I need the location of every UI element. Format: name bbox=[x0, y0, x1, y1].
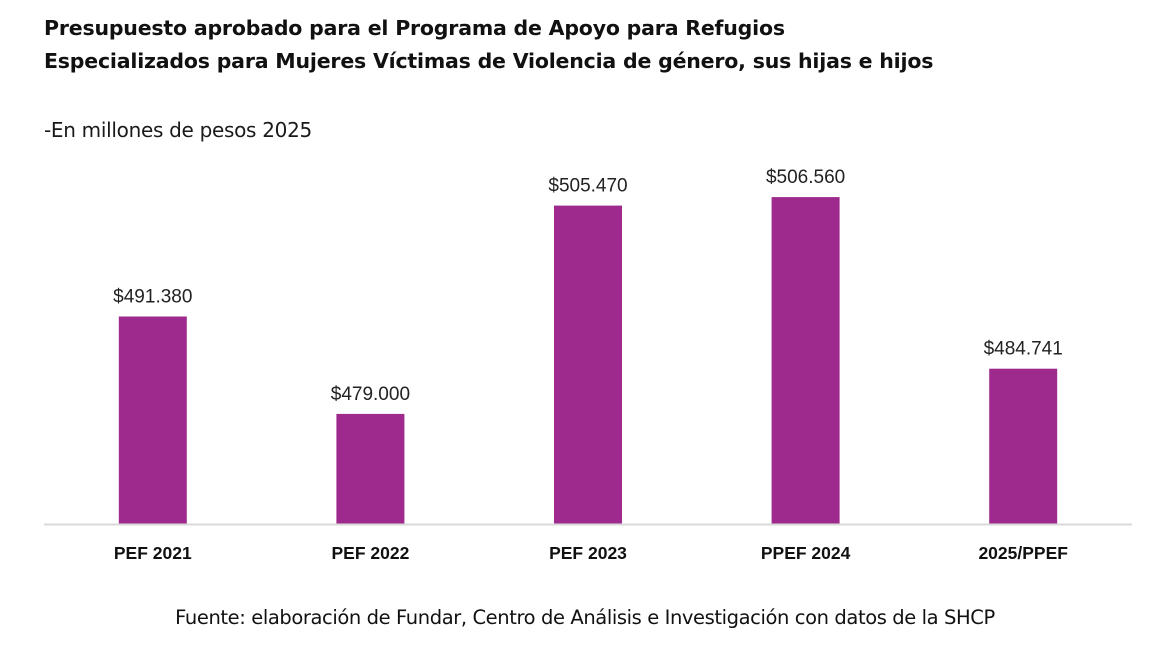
bar-2025-ppef bbox=[989, 368, 1058, 524]
x-tick-label: PEF 2022 bbox=[331, 543, 409, 563]
data-label: $505.470 bbox=[548, 176, 627, 197]
bar-pef-2022 bbox=[336, 413, 405, 524]
x-tick-label: PEF 2023 bbox=[549, 543, 627, 563]
chart-title: Presupuesto aprobado para el Programa de… bbox=[44, 16, 934, 73]
chart-subtitle: -En millones de pesos 2025 bbox=[44, 118, 312, 142]
bar-ppef-2024 bbox=[771, 197, 840, 524]
data-label: $506.560 bbox=[766, 167, 845, 188]
data-label: $479.000 bbox=[331, 384, 410, 405]
bar-pef-2021 bbox=[118, 316, 187, 524]
source-note: Fuente: elaboración de Fundar, Centro de… bbox=[175, 606, 995, 629]
x-tick-label: PEF 2021 bbox=[114, 543, 192, 563]
data-label: $484.741 bbox=[984, 339, 1063, 360]
x-tick-label: PPEF 2024 bbox=[761, 543, 851, 563]
x-tick-labels-group: PEF 2021 PEF 2022 PEF 2023 PPEF 2024 2025/PP… bbox=[114, 543, 1068, 563]
data-label: $491.380 bbox=[113, 287, 192, 308]
bar-pef-2023 bbox=[554, 205, 622, 524]
data-labels-group: $491.380 $479.000 $505.470 $506.560 $484.741 bbox=[113, 167, 1063, 405]
bars-group bbox=[118, 197, 1058, 524]
x-tick-label: 2025/PPEF bbox=[978, 543, 1068, 563]
